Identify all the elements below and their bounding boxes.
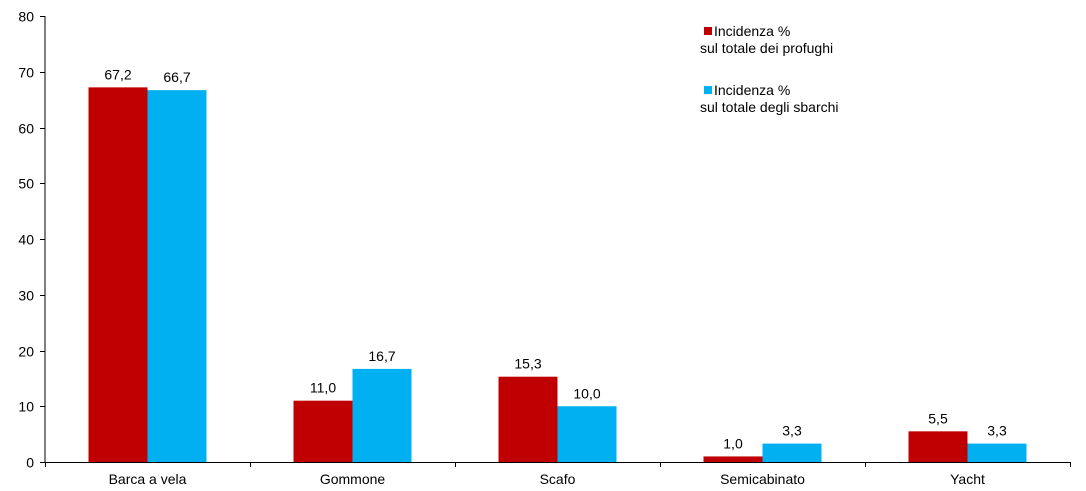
y-tick-label: 80 <box>18 9 34 25</box>
data-label: 5,5 <box>928 410 948 426</box>
bar <box>967 443 1027 462</box>
data-label: 66,7 <box>163 69 190 85</box>
y-tick-label: 60 <box>18 121 34 137</box>
y-axis: 0 10 20 30 40 50 60 70 80 <box>18 9 46 471</box>
legend-item: Incidenza %sul totale dei profughi <box>700 23 833 56</box>
data-label: 11,0 <box>310 380 336 396</box>
data-label: 10,0 <box>573 385 600 401</box>
data-label: 3,3 <box>782 423 802 439</box>
y-tick-label: 30 <box>18 288 34 304</box>
x-axis: Barca a vela Gommone Scafo Semicabinato Yach… <box>45 462 1071 487</box>
x-tick-label: Barca a vela <box>109 471 187 487</box>
bar <box>703 456 763 462</box>
y-tick-label: 10 <box>18 399 34 415</box>
legend-label: sul totale degli sbarchi <box>700 99 839 115</box>
bar <box>293 400 353 462</box>
bar <box>762 443 822 462</box>
legend-label: sul totale dei profughi <box>700 40 833 56</box>
data-label: 3,3 <box>987 423 1007 439</box>
data-labels-group: 67,2 11,0 15,3 1,0 5,5 66,7 16,7 10,0 3,3 3,3 <box>104 66 1007 451</box>
data-label: 15,3 <box>514 356 541 372</box>
legend-label: Incidenza % <box>714 23 790 39</box>
y-tick-label: 70 <box>18 65 34 81</box>
data-label: 16,7 <box>368 348 395 364</box>
y-tick-label: 20 <box>18 344 34 360</box>
x-tick-label: Gommone <box>320 471 386 487</box>
bar <box>908 431 968 462</box>
y-tick-label: 0 <box>26 455 34 471</box>
x-tick-label: Scafo <box>540 471 576 487</box>
legend-item: Incidenza %sul totale degli sbarchi <box>700 82 839 115</box>
y-tick-label: 50 <box>18 176 34 192</box>
bar <box>352 368 412 462</box>
bar <box>147 90 207 463</box>
bar <box>557 406 617 462</box>
legend-label: Incidenza % <box>714 82 790 98</box>
bar <box>88 87 148 463</box>
legend-swatch <box>704 27 712 35</box>
legend-swatch <box>704 86 712 94</box>
data-label: 67,2 <box>104 66 131 82</box>
legend: Incidenza %sul totale dei profughiIncide… <box>700 23 839 115</box>
bar <box>498 376 558 462</box>
x-tick-label: Yacht <box>950 471 985 487</box>
y-tick-label: 40 <box>18 232 34 248</box>
x-tick-label: Semicabinato <box>720 471 805 487</box>
data-label: 1,0 <box>723 435 743 451</box>
bars-group <box>88 87 1027 463</box>
